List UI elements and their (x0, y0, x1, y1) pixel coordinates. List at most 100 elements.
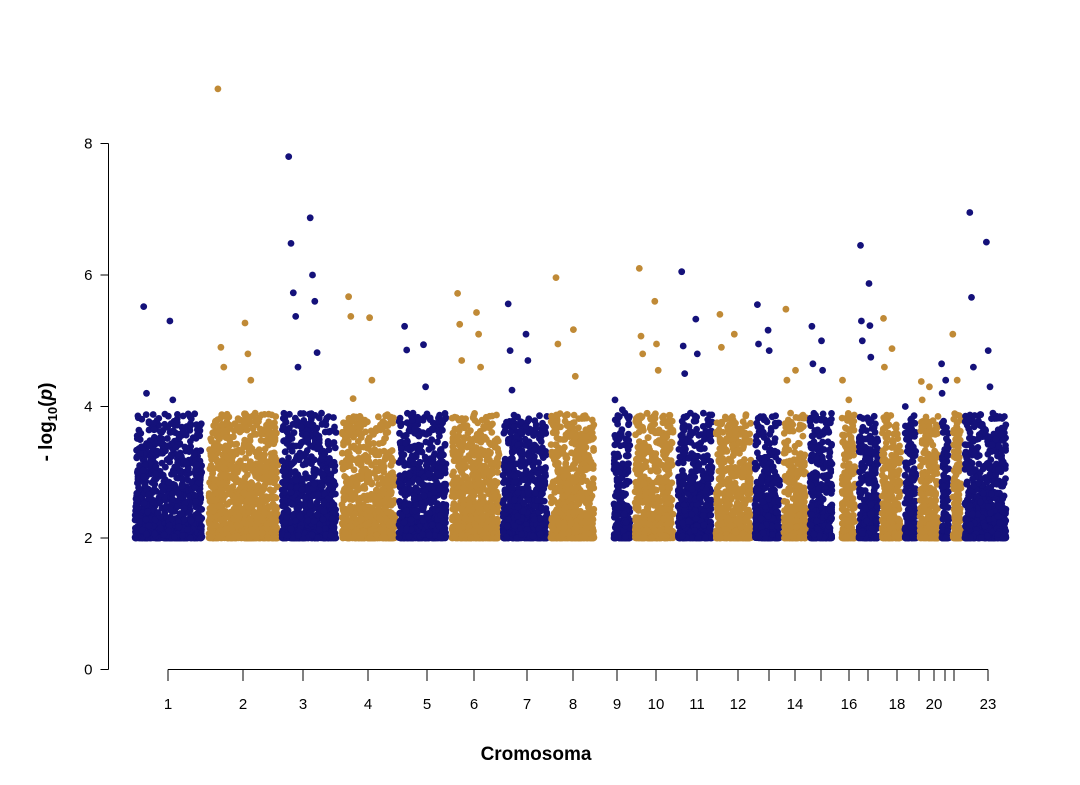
snp-point (165, 527, 173, 535)
snp-point (402, 431, 410, 439)
snp-point (167, 452, 175, 459)
snp-point (153, 447, 161, 455)
snp-point (282, 438, 290, 445)
snp-point (281, 448, 289, 456)
snp-point (285, 454, 292, 462)
snp-point (194, 509, 202, 517)
snp-point (315, 439, 323, 447)
snp-peak-point (306, 214, 314, 222)
y-tick-label: 0 (84, 662, 92, 679)
snp-point (401, 462, 408, 469)
snp-point (157, 428, 164, 436)
snp-point (159, 472, 167, 480)
snp-point (328, 461, 336, 469)
snp-point (258, 492, 266, 499)
snp-point (247, 433, 254, 440)
snp-point (439, 458, 447, 466)
snp-point (184, 526, 192, 533)
snp-point (441, 490, 448, 497)
snp-point (488, 429, 496, 436)
snp-point (308, 531, 316, 539)
snp-point (143, 530, 150, 538)
snp-point (216, 502, 224, 510)
snp-point (207, 521, 214, 529)
snp-point (207, 435, 215, 443)
snp-point (183, 459, 191, 467)
snp-point (314, 511, 321, 519)
snp-point (375, 501, 383, 509)
snp-point (172, 443, 180, 451)
snp-point (405, 500, 413, 508)
snp-peak-point (169, 396, 177, 404)
snp-point (247, 495, 255, 503)
data-points (131, 85, 1010, 542)
snp-point (211, 496, 218, 504)
snp-point (315, 526, 323, 534)
snp-point (425, 470, 433, 478)
snp-point (338, 449, 346, 457)
snp-point (415, 417, 422, 424)
snp-point (360, 492, 368, 500)
snp-point (273, 429, 280, 437)
snp-point (165, 478, 173, 486)
snp-point (219, 426, 227, 434)
snp-point (262, 458, 270, 466)
snp-point (227, 462, 235, 470)
snp-point (230, 534, 238, 541)
snp-point (142, 411, 150, 418)
snp-point (191, 491, 199, 499)
snp-point (325, 446, 333, 454)
snp-point (320, 498, 328, 506)
snp-point (179, 412, 187, 420)
snp-point (386, 484, 394, 492)
snp-point (180, 516, 188, 523)
snp-point (491, 442, 499, 450)
snp-point (274, 483, 281, 491)
snp-point (196, 432, 204, 440)
snp-point (296, 442, 304, 450)
snp-point (181, 443, 189, 451)
snp-point (175, 523, 183, 531)
snp-point (194, 426, 201, 434)
snp-point (195, 515, 202, 522)
snp-point (298, 486, 306, 493)
snp-point (451, 447, 458, 455)
snp-peak-point (309, 271, 316, 279)
snp-point (145, 522, 153, 530)
snp-point (222, 434, 230, 441)
snp-point (319, 471, 327, 479)
snp-point (169, 490, 177, 498)
snp-point (272, 528, 280, 536)
chromosome-2-points (205, 85, 282, 542)
snp-point (174, 462, 182, 470)
snp-point (225, 534, 232, 542)
snp-point (310, 465, 318, 473)
snp-point (180, 428, 188, 436)
snp-point (341, 529, 349, 536)
snp-point (268, 453, 275, 461)
snp-point (177, 510, 185, 518)
x-tick-label: 2 (239, 696, 247, 713)
snp-point (425, 531, 433, 539)
snp-point (326, 440, 334, 448)
snp-point (206, 446, 214, 453)
snp-point (395, 418, 403, 425)
snp-point (135, 426, 143, 434)
snp-point (171, 533, 178, 541)
snp-point (159, 487, 167, 495)
snp-point (179, 475, 187, 483)
snp-point (154, 509, 162, 516)
snp-point (145, 491, 153, 498)
snp-point (362, 456, 370, 464)
snp-point (139, 466, 147, 474)
snp-point (383, 454, 391, 462)
snp-point (241, 462, 249, 470)
snp-point (246, 459, 254, 467)
snp-point (217, 516, 225, 524)
snp-point (136, 436, 144, 443)
snp-point (400, 451, 408, 459)
snp-point (163, 456, 171, 464)
snp-point (369, 504, 376, 512)
snp-point (402, 439, 409, 447)
snp-point (288, 461, 295, 468)
